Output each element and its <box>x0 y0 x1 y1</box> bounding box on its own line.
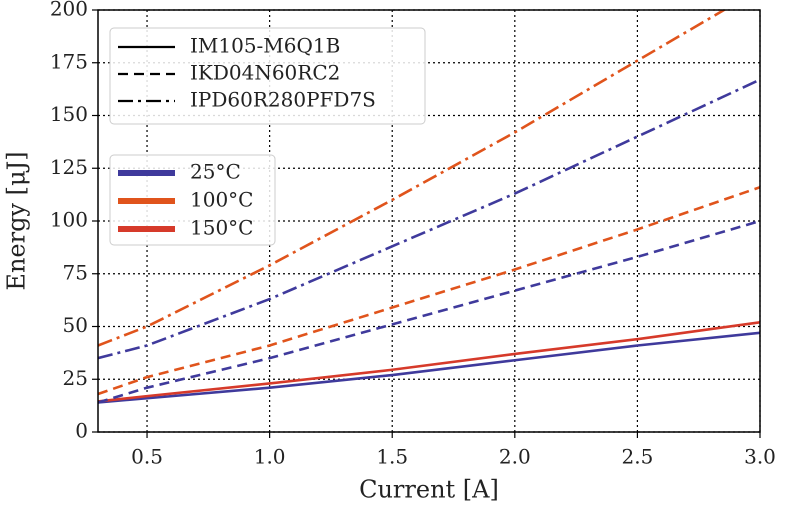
legend-text: IM105-M6Q1B <box>190 34 340 58</box>
y-tick-label: 0 <box>75 419 88 443</box>
x-tick-label: 2.0 <box>499 445 531 469</box>
data-line <box>98 10 727 347</box>
data-line <box>98 78 760 360</box>
y-axis-label: Energy [μJ] <box>3 151 31 290</box>
legend-text: 100°C <box>190 188 253 212</box>
legend-box <box>109 27 426 125</box>
y-tick-label: 25 <box>63 366 88 390</box>
data-line <box>98 219 760 404</box>
x-tick-label: 3.0 <box>744 445 776 469</box>
legend-box <box>109 154 276 246</box>
x-tick-label: 1.5 <box>376 445 408 469</box>
y-tick-label: 50 <box>63 313 88 337</box>
x-tick-label: 1.0 <box>254 445 286 469</box>
legend-text: IKD04N60RC2 <box>190 61 340 85</box>
data-line <box>98 186 760 396</box>
y-tick-label: 150 <box>50 102 88 126</box>
data-line <box>98 331 760 404</box>
data-line <box>98 320 760 403</box>
legend-text: IPD60R280PFD7S <box>190 88 376 112</box>
x-tick-label: 2.5 <box>622 445 654 469</box>
x-tick-label: 0.5 <box>131 445 163 469</box>
y-tick-label: 75 <box>63 260 88 284</box>
legend-text: 150°C <box>190 216 253 240</box>
legend-text: 25°C <box>190 160 241 184</box>
plot-frame <box>97 9 761 433</box>
y-tick-label: 100 <box>50 208 88 232</box>
y-tick-label: 200 <box>50 0 88 21</box>
y-tick-label: 175 <box>50 49 88 73</box>
y-tick-label: 125 <box>50 155 88 179</box>
x-axis-label: Current [A] <box>359 476 499 504</box>
